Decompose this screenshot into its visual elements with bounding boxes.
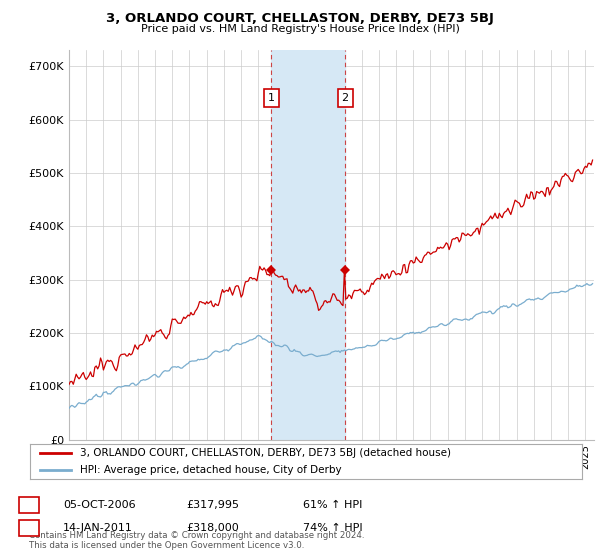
Text: 61% ↑ HPI: 61% ↑ HPI xyxy=(303,500,362,510)
Text: £318,000: £318,000 xyxy=(186,523,239,533)
Text: 1: 1 xyxy=(25,500,32,510)
Text: 3, ORLANDO COURT, CHELLASTON, DERBY, DE73 5BJ: 3, ORLANDO COURT, CHELLASTON, DERBY, DE7… xyxy=(106,12,494,25)
Bar xyxy=(271,50,345,440)
Text: Contains HM Land Registry data © Crown copyright and database right 2024.
This d: Contains HM Land Registry data © Crown c… xyxy=(29,530,364,550)
Text: 1: 1 xyxy=(268,94,275,104)
Text: 14-JAN-2011: 14-JAN-2011 xyxy=(63,523,133,533)
Text: 74% ↑ HPI: 74% ↑ HPI xyxy=(303,523,362,533)
Text: 2: 2 xyxy=(341,94,349,104)
Text: Price paid vs. HM Land Registry's House Price Index (HPI): Price paid vs. HM Land Registry's House … xyxy=(140,24,460,34)
Text: 2: 2 xyxy=(25,523,32,533)
Text: 05-OCT-2006: 05-OCT-2006 xyxy=(63,500,136,510)
Text: 3, ORLANDO COURT, CHELLASTON, DERBY, DE73 5BJ (detached house): 3, ORLANDO COURT, CHELLASTON, DERBY, DE7… xyxy=(80,448,451,458)
Text: £317,995: £317,995 xyxy=(186,500,239,510)
Text: HPI: Average price, detached house, City of Derby: HPI: Average price, detached house, City… xyxy=(80,465,341,475)
